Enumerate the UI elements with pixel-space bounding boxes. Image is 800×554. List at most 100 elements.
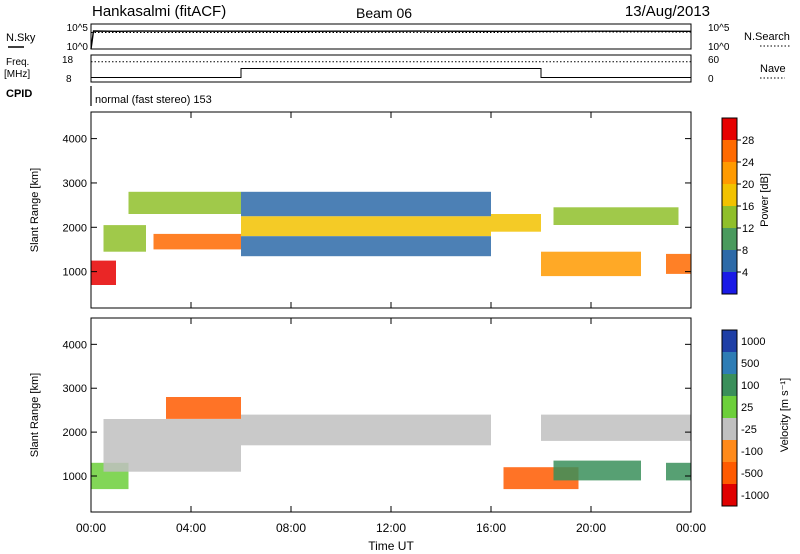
power-colorbar-swatch bbox=[722, 272, 737, 295]
velocity-blob bbox=[103, 419, 241, 472]
power-ytick-label: 1000 bbox=[63, 267, 87, 279]
date-title: 13/Aug/2013 bbox=[625, 3, 710, 20]
velocity-blob bbox=[241, 414, 491, 446]
velocity-ytick-label: 1000 bbox=[63, 471, 87, 483]
power-colorbar-swatch bbox=[722, 250, 737, 273]
velocity-blob bbox=[541, 414, 691, 441]
cpid-label: CPID bbox=[6, 88, 32, 100]
power-ytick-label: 4000 bbox=[63, 134, 87, 146]
noise-right-tick-top: 10^5 bbox=[708, 23, 730, 34]
x-tick-label: 12:00 bbox=[376, 521, 406, 535]
power-colorbar-swatch bbox=[722, 162, 737, 185]
velocity-ytick-label: 2000 bbox=[63, 427, 87, 439]
freq-right-tick-top: 60 bbox=[708, 55, 720, 66]
velocity-colorbar-tick-label: -100 bbox=[741, 446, 763, 458]
freq-label-2: [MHz] bbox=[4, 69, 30, 80]
velocity-colorbar-tick-label: 500 bbox=[741, 358, 759, 370]
velocity-colorbar-swatch bbox=[722, 330, 737, 353]
velocity-colorbar-swatch bbox=[722, 374, 737, 397]
velocity-colorbar-tick-label: -1000 bbox=[741, 490, 769, 502]
x-tick-label: 04:00 bbox=[176, 521, 206, 535]
velocity-colorbar-swatch bbox=[722, 462, 737, 485]
power-ytick-label: 3000 bbox=[63, 178, 87, 190]
x-tick-label: 00:00 bbox=[676, 521, 706, 535]
power-ylabel: Slant Range [km] bbox=[29, 168, 41, 252]
freq-panel-frame bbox=[90, 54, 692, 83]
velocity-colorbar-swatch bbox=[722, 484, 737, 507]
power-blob bbox=[553, 207, 679, 225]
velocity-blob bbox=[666, 462, 691, 481]
velocity-colorbar-swatch bbox=[722, 440, 737, 463]
nave-label: Nave bbox=[760, 63, 786, 75]
freq-left-tick-top: 18 bbox=[62, 55, 74, 66]
noise-line-nsky bbox=[90, 30, 692, 50]
velocity-data bbox=[91, 397, 691, 490]
noise-series bbox=[90, 30, 692, 50]
power-blob bbox=[241, 191, 491, 217]
x-axis-label: Time UT bbox=[368, 539, 414, 553]
noise-line-nsearch bbox=[91, 31, 692, 34]
velocity-colorbar-tick-label: 25 bbox=[741, 402, 753, 414]
velocity-colorbar-swatch bbox=[722, 396, 737, 419]
velocity-colorbar: 1000 500 100 25 -25 -100 -500 -1000 bbox=[721, 329, 769, 507]
x-tick-label: 20:00 bbox=[576, 521, 606, 535]
velocity-colorbar-tick-label: -25 bbox=[741, 424, 757, 436]
power-colorbar-swatch bbox=[722, 118, 737, 141]
power-colorbar-swatch bbox=[722, 206, 737, 229]
velocity-ylabel: Slant Range [km] bbox=[29, 373, 41, 457]
x-tick-label: 08:00 bbox=[276, 521, 306, 535]
velocity-ytick-label: 3000 bbox=[63, 383, 87, 395]
power-colorbar-label: Power [dB] bbox=[759, 173, 771, 227]
time-x-axis: 00:00 04:00 08:00 12:00 16:00 20:00 00:00 bbox=[76, 112, 706, 535]
x-tick-label: 16:00 bbox=[476, 521, 506, 535]
power-colorbar-tick-label: 8 bbox=[742, 245, 748, 257]
power-blob bbox=[541, 251, 641, 277]
noise-right-tick-bottom: 10^0 bbox=[708, 42, 730, 53]
cpid-value: normal (fast stereo) 153 bbox=[95, 94, 212, 106]
velocity-colorbar-swatch bbox=[722, 418, 737, 441]
power-blob bbox=[666, 253, 691, 274]
beam-title: Beam 06 bbox=[356, 5, 412, 21]
power-blob bbox=[241, 236, 491, 257]
noise-left-tick-bottom: 10^0 bbox=[67, 42, 89, 53]
velocity-colorbar-tick-label: 100 bbox=[741, 380, 759, 392]
power-colorbar-tick-label: 24 bbox=[742, 157, 754, 169]
power-colorbar-swatch bbox=[722, 140, 737, 163]
velocity-colorbar-frame bbox=[721, 329, 738, 507]
power-blob bbox=[491, 214, 541, 232]
freq-right-tick-bottom: 0 bbox=[708, 74, 714, 85]
freq-series bbox=[91, 61, 691, 78]
power-blob bbox=[153, 233, 241, 250]
power-blob bbox=[91, 260, 116, 285]
power-blob bbox=[103, 225, 146, 252]
power-colorbar-swatch bbox=[722, 228, 737, 251]
power-colorbar-tick-label: 16 bbox=[742, 201, 754, 213]
velocity-ytick-label: 4000 bbox=[63, 339, 87, 351]
power-blob bbox=[128, 191, 241, 214]
velocity-colorbar-tick-label: -500 bbox=[741, 468, 763, 480]
velocity-colorbar-swatch bbox=[722, 352, 737, 375]
freq-left-tick-bottom: 8 bbox=[66, 74, 72, 85]
velocity-y-axis: 1000 2000 3000 4000 bbox=[63, 339, 691, 483]
power-colorbar-tick-label: 4 bbox=[742, 267, 748, 279]
power-colorbar-tick-label: 28 bbox=[742, 135, 754, 147]
velocity-blob bbox=[166, 397, 241, 419]
power-colorbar-tick-label: 20 bbox=[742, 179, 754, 191]
velocity-colorbar-tick-label: 1000 bbox=[741, 336, 765, 348]
freq-label-1: Freq. bbox=[6, 57, 29, 68]
power-colorbar-swatch bbox=[722, 184, 737, 207]
power-y-axis: 1000 2000 3000 4000 bbox=[63, 134, 691, 279]
noise-panel-frame bbox=[90, 23, 692, 50]
power-colorbar: 28 24 20 16 12 8 4 bbox=[721, 117, 754, 295]
power-ytick-label: 2000 bbox=[63, 222, 87, 234]
velocity-colorbar-label: Velocity [m s⁻¹] bbox=[779, 378, 791, 452]
noise-left-tick-top: 10^5 bbox=[67, 23, 89, 34]
velocity-blob bbox=[553, 460, 641, 481]
power-blob bbox=[241, 216, 491, 237]
station-title: Hankasalmi (fitACF) bbox=[92, 3, 226, 20]
power-colorbar-tick-label: 12 bbox=[742, 223, 754, 235]
nsearch-label: N.Search bbox=[744, 31, 790, 43]
freq-line-nave bbox=[91, 68, 691, 78]
x-tick-label: 00:00 bbox=[76, 521, 106, 535]
